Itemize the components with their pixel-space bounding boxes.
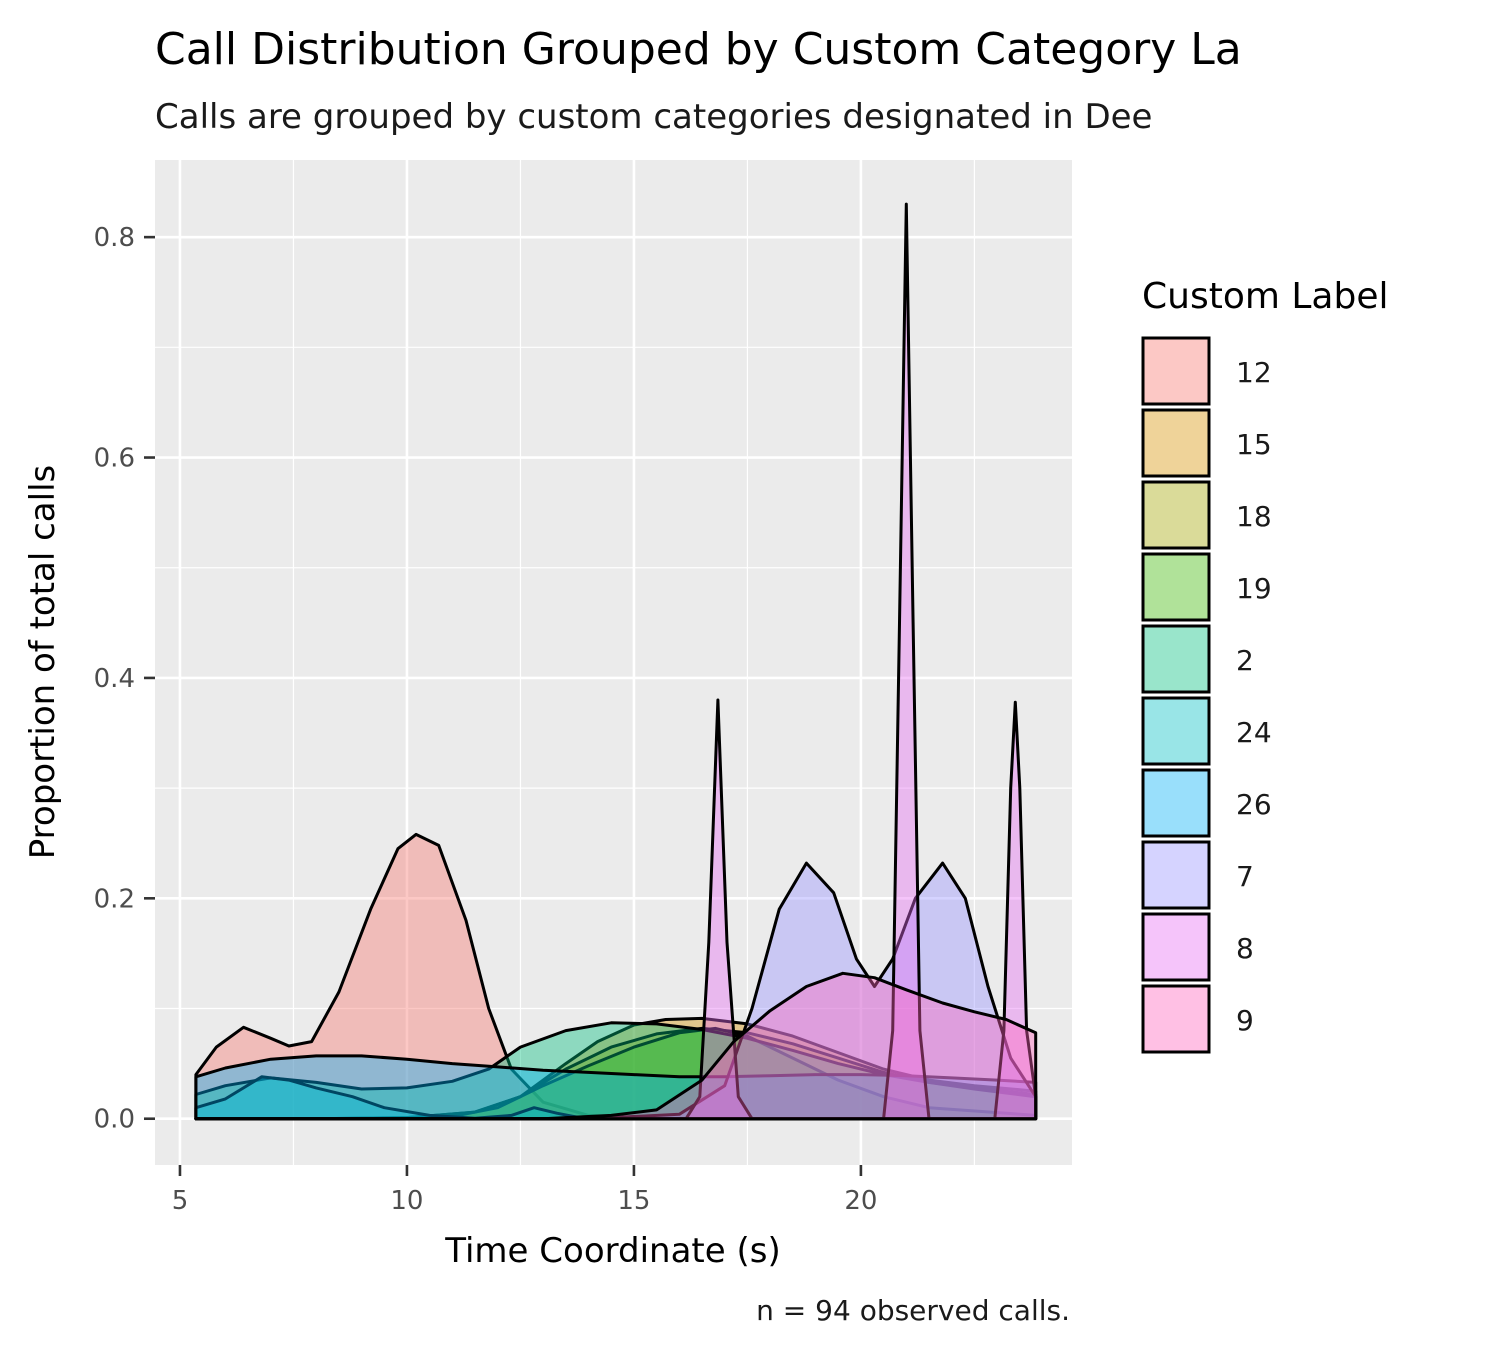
- chart-title: Call Distribution Grouped by Custom Cate…: [155, 24, 1242, 75]
- legend: 12 15 18 19 2 24 26 7 8 9: [1141, 336, 1272, 1054]
- legend-key-bg-19: [1143, 554, 1209, 620]
- chart-subtitle: Calls are grouped by custom categories d…: [155, 97, 1152, 137]
- legend-label-15: 15: [1236, 428, 1272, 461]
- legend-key-7: [1141, 840, 1211, 910]
- x-axis-title: Time Coordinate (s): [444, 1231, 780, 1271]
- legend-label-12: 12: [1236, 356, 1272, 389]
- legend-key-24: [1141, 696, 1211, 766]
- density-area-9: [194, 971, 1038, 1121]
- grid-minor: [155, 160, 1072, 1165]
- x-tick-label-3: 20: [844, 1186, 877, 1216]
- legend-label-18: 18: [1236, 500, 1272, 533]
- legend-key-bg-9: [1143, 986, 1209, 1052]
- legend-key-8: [1141, 912, 1211, 982]
- legend-key-bg-2: [1143, 626, 1209, 692]
- legend-label-24: 24: [1236, 716, 1272, 749]
- x-tick-label-1: 10: [390, 1186, 423, 1216]
- legend-key-2: [1141, 624, 1211, 694]
- density-area-7: [194, 861, 1038, 1121]
- legend-label-8: 8: [1236, 932, 1254, 965]
- y-tick-label-0: 0.0: [94, 1105, 135, 1135]
- legend-key-18: [1141, 480, 1211, 550]
- legend-key-12: [1141, 336, 1211, 406]
- legend-key-bg-7: [1143, 842, 1209, 908]
- legend-key-bg-8: [1143, 914, 1209, 980]
- y-axis: 0.0 0.2 0.4 0.6 0.8: [94, 223, 155, 1135]
- legend-label-7: 7: [1236, 860, 1254, 893]
- legend-key-bg-24: [1143, 698, 1209, 764]
- legend-key-26: [1141, 768, 1211, 838]
- density-area-2: [194, 1021, 1038, 1121]
- x-tick-label-0: 5: [172, 1186, 189, 1216]
- legend-key-bg-26: [1143, 770, 1209, 836]
- density-area-8: [194, 202, 1038, 1121]
- legend-label-19: 19: [1236, 572, 1272, 605]
- density-area-26: [194, 1054, 1038, 1121]
- y-tick-label-4: 0.8: [94, 223, 135, 253]
- legend-key-15: [1141, 408, 1211, 478]
- density-areas: [194, 202, 1038, 1121]
- legend-key-9: [1141, 984, 1211, 1054]
- y-axis-title: Proportion of total calls: [23, 465, 63, 860]
- legend-label-2: 2: [1236, 644, 1254, 677]
- legend-key-19: [1141, 552, 1211, 622]
- legend-label-9: 9: [1236, 1004, 1254, 1037]
- y-tick-label-2: 0.4: [94, 664, 135, 694]
- y-tick-label-3: 0.6: [94, 444, 135, 474]
- x-tick-label-2: 15: [617, 1186, 650, 1216]
- legend-key-bg-15: [1143, 410, 1209, 476]
- legend-key-bg-18: [1143, 482, 1209, 548]
- caption: n = 94 observed calls.: [756, 1294, 1070, 1327]
- legend-title: Custom Label: [1142, 276, 1388, 317]
- legend-label-26: 26: [1236, 788, 1272, 821]
- x-axis: 5 10 15 20: [172, 1165, 877, 1216]
- legend-key-bg-12: [1143, 338, 1209, 404]
- y-tick-label-1: 0.2: [94, 884, 135, 914]
